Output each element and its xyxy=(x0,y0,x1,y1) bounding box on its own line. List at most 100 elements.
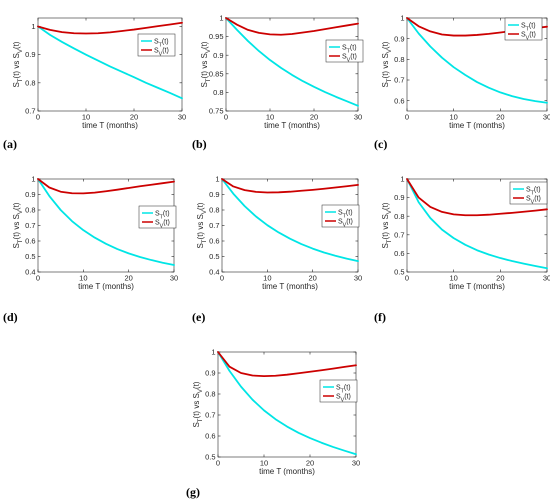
x-tick-label: 20 xyxy=(130,113,138,122)
chart-panel-a: 0 10 20 30 0.7 0.8 0.9 1 time T (months) ST(t) vs… xyxy=(3,17,186,151)
y-tick-label: 0.7 xyxy=(25,221,35,230)
legend-label: SV(t) xyxy=(154,47,169,57)
y-tick-label: 0.8 xyxy=(25,206,35,215)
y-tick-label: 0.6 xyxy=(394,249,404,258)
chart-panel-f: 0 10 20 30 0.5 0.6 0.7 0.8 0.9 1 time T (months) ST… xyxy=(374,175,550,324)
legend-label: SV(t) xyxy=(338,218,353,228)
x-axis-label: time T (months) xyxy=(78,282,134,291)
y-tick-label: 0.5 xyxy=(394,268,404,277)
series-line-st xyxy=(217,351,357,456)
series-line-sv xyxy=(225,17,359,36)
panel-label: (g) xyxy=(186,485,200,499)
y-tick-label: 1 xyxy=(400,175,404,184)
plot-area xyxy=(37,17,183,112)
series-line-sv xyxy=(221,178,359,194)
series-line-sv xyxy=(217,351,357,378)
y-tick-label: 0.5 xyxy=(25,252,35,261)
y-tick-label: 0.7 xyxy=(205,411,215,420)
y-tick-label: 0.4 xyxy=(25,268,35,277)
series-line-st xyxy=(221,178,359,263)
x-tick-label: 0 xyxy=(405,113,409,122)
panel-label: (a) xyxy=(3,137,17,151)
series-line-st xyxy=(406,178,548,270)
y-tick-label: 1 xyxy=(31,175,35,184)
y-tick-label: 0.7 xyxy=(394,230,404,239)
series-line-sv xyxy=(37,21,183,35)
legend-label: SV(t) xyxy=(521,31,536,41)
panel-label: (f) xyxy=(374,310,386,324)
x-axis-label: time T (months) xyxy=(262,282,318,291)
x-tick-label: 30 xyxy=(354,274,362,283)
y-tick-label: 1 xyxy=(211,348,215,357)
y-tick-label: 1 xyxy=(31,22,35,31)
chart-panel-e: 0 10 20 30 0.4 0.5 0.6 0.7 0.8 0.9 1 time T (months… xyxy=(192,175,362,324)
x-tick-label: 0 xyxy=(216,459,220,468)
x-tick-label: 10 xyxy=(449,274,457,283)
chart-panel-b: 0 10 20 30 0.75 0.8 0.85 0.9 0.95 1 time T (months… xyxy=(192,14,364,151)
y-tick-label: 0.6 xyxy=(394,96,404,105)
x-tick-label: 30 xyxy=(178,113,186,122)
x-tick-label: 30 xyxy=(354,113,362,122)
x-tick-label: 10 xyxy=(260,459,268,468)
legend-label: ST(t) xyxy=(338,209,353,219)
y-tick-label: 0.9 xyxy=(394,34,404,43)
legend-label: SV(t) xyxy=(526,195,541,205)
x-tick-label: 10 xyxy=(266,113,274,122)
y-tick-label: 0.8 xyxy=(205,390,215,399)
x-tick-label: 30 xyxy=(543,274,550,283)
legend-label: ST(t) xyxy=(155,210,170,220)
y-tick-label: 1 xyxy=(400,14,404,23)
series-line-sv xyxy=(37,178,175,195)
x-tick-label: 10 xyxy=(449,113,457,122)
y-axis-label: ST(t) vs SV(t) xyxy=(381,202,393,248)
y-tick-label: 0.6 xyxy=(205,432,215,441)
y-tick-label: 0.9 xyxy=(25,190,35,199)
y-tick-label: 0.6 xyxy=(209,237,219,246)
chart-panel-d: 0 10 20 30 0.4 0.5 0.6 0.7 0.8 0.9 1 time T (months… xyxy=(3,175,178,324)
plot-area xyxy=(217,351,357,458)
y-axis-label: ST(t) vs SV(t) xyxy=(12,202,24,248)
x-tick-label: 20 xyxy=(124,274,132,283)
y-tick-label: 0.7 xyxy=(394,76,404,85)
y-tick-label: 0.75 xyxy=(209,107,224,116)
legend-label: ST(t) xyxy=(154,38,169,48)
x-axis-label: time T (months) xyxy=(82,121,138,130)
y-tick-label: 0.85 xyxy=(209,69,224,78)
legend-label: ST(t) xyxy=(342,44,357,54)
x-axis-label: time T (months) xyxy=(264,121,320,130)
panel-label: (c) xyxy=(374,137,387,151)
x-tick-label: 20 xyxy=(308,274,316,283)
y-tick-label: 0.8 xyxy=(394,55,404,64)
series-line-st xyxy=(225,17,359,107)
chart-panel-g: 0 10 20 30 0.5 0.6 0.7 0.8 0.9 1 time T (months) ST… xyxy=(186,348,360,499)
x-tick-label: 20 xyxy=(306,459,314,468)
y-tick-label: 0.9 xyxy=(394,193,404,202)
series-line-st xyxy=(37,178,175,266)
panel-label: (e) xyxy=(192,310,205,324)
legend-label: ST(t) xyxy=(336,384,351,394)
y-tick-label: 0.4 xyxy=(209,268,219,277)
y-tick-label: 0.5 xyxy=(205,453,215,462)
y-tick-label: 1 xyxy=(219,14,223,23)
legend-label: SV(t) xyxy=(336,393,351,403)
y-tick-label: 0.7 xyxy=(209,221,219,230)
y-tick-label: 0.9 xyxy=(25,50,35,59)
y-axis-label: ST(t) vs SV(t) xyxy=(192,381,204,427)
x-tick-label: 20 xyxy=(496,274,504,283)
x-tick-label: 10 xyxy=(79,274,87,283)
y-tick-label: 0.7 xyxy=(25,107,35,116)
y-tick-label: 0.8 xyxy=(209,206,219,215)
x-tick-label: 30 xyxy=(170,274,178,283)
x-tick-label: 10 xyxy=(82,113,90,122)
x-tick-label: 30 xyxy=(543,113,550,122)
series-line-st xyxy=(37,25,183,100)
x-tick-label: 30 xyxy=(352,459,360,468)
x-tick-label: 0 xyxy=(224,113,228,122)
y-tick-label: 0.5 xyxy=(209,252,219,261)
x-axis-label: time T (months) xyxy=(449,121,505,130)
legend-label: SV(t) xyxy=(342,53,357,63)
x-tick-label: 20 xyxy=(310,113,318,122)
y-axis-label: ST(t) vs SV(t) xyxy=(196,202,208,248)
y-tick-label: 0.9 xyxy=(209,190,219,199)
